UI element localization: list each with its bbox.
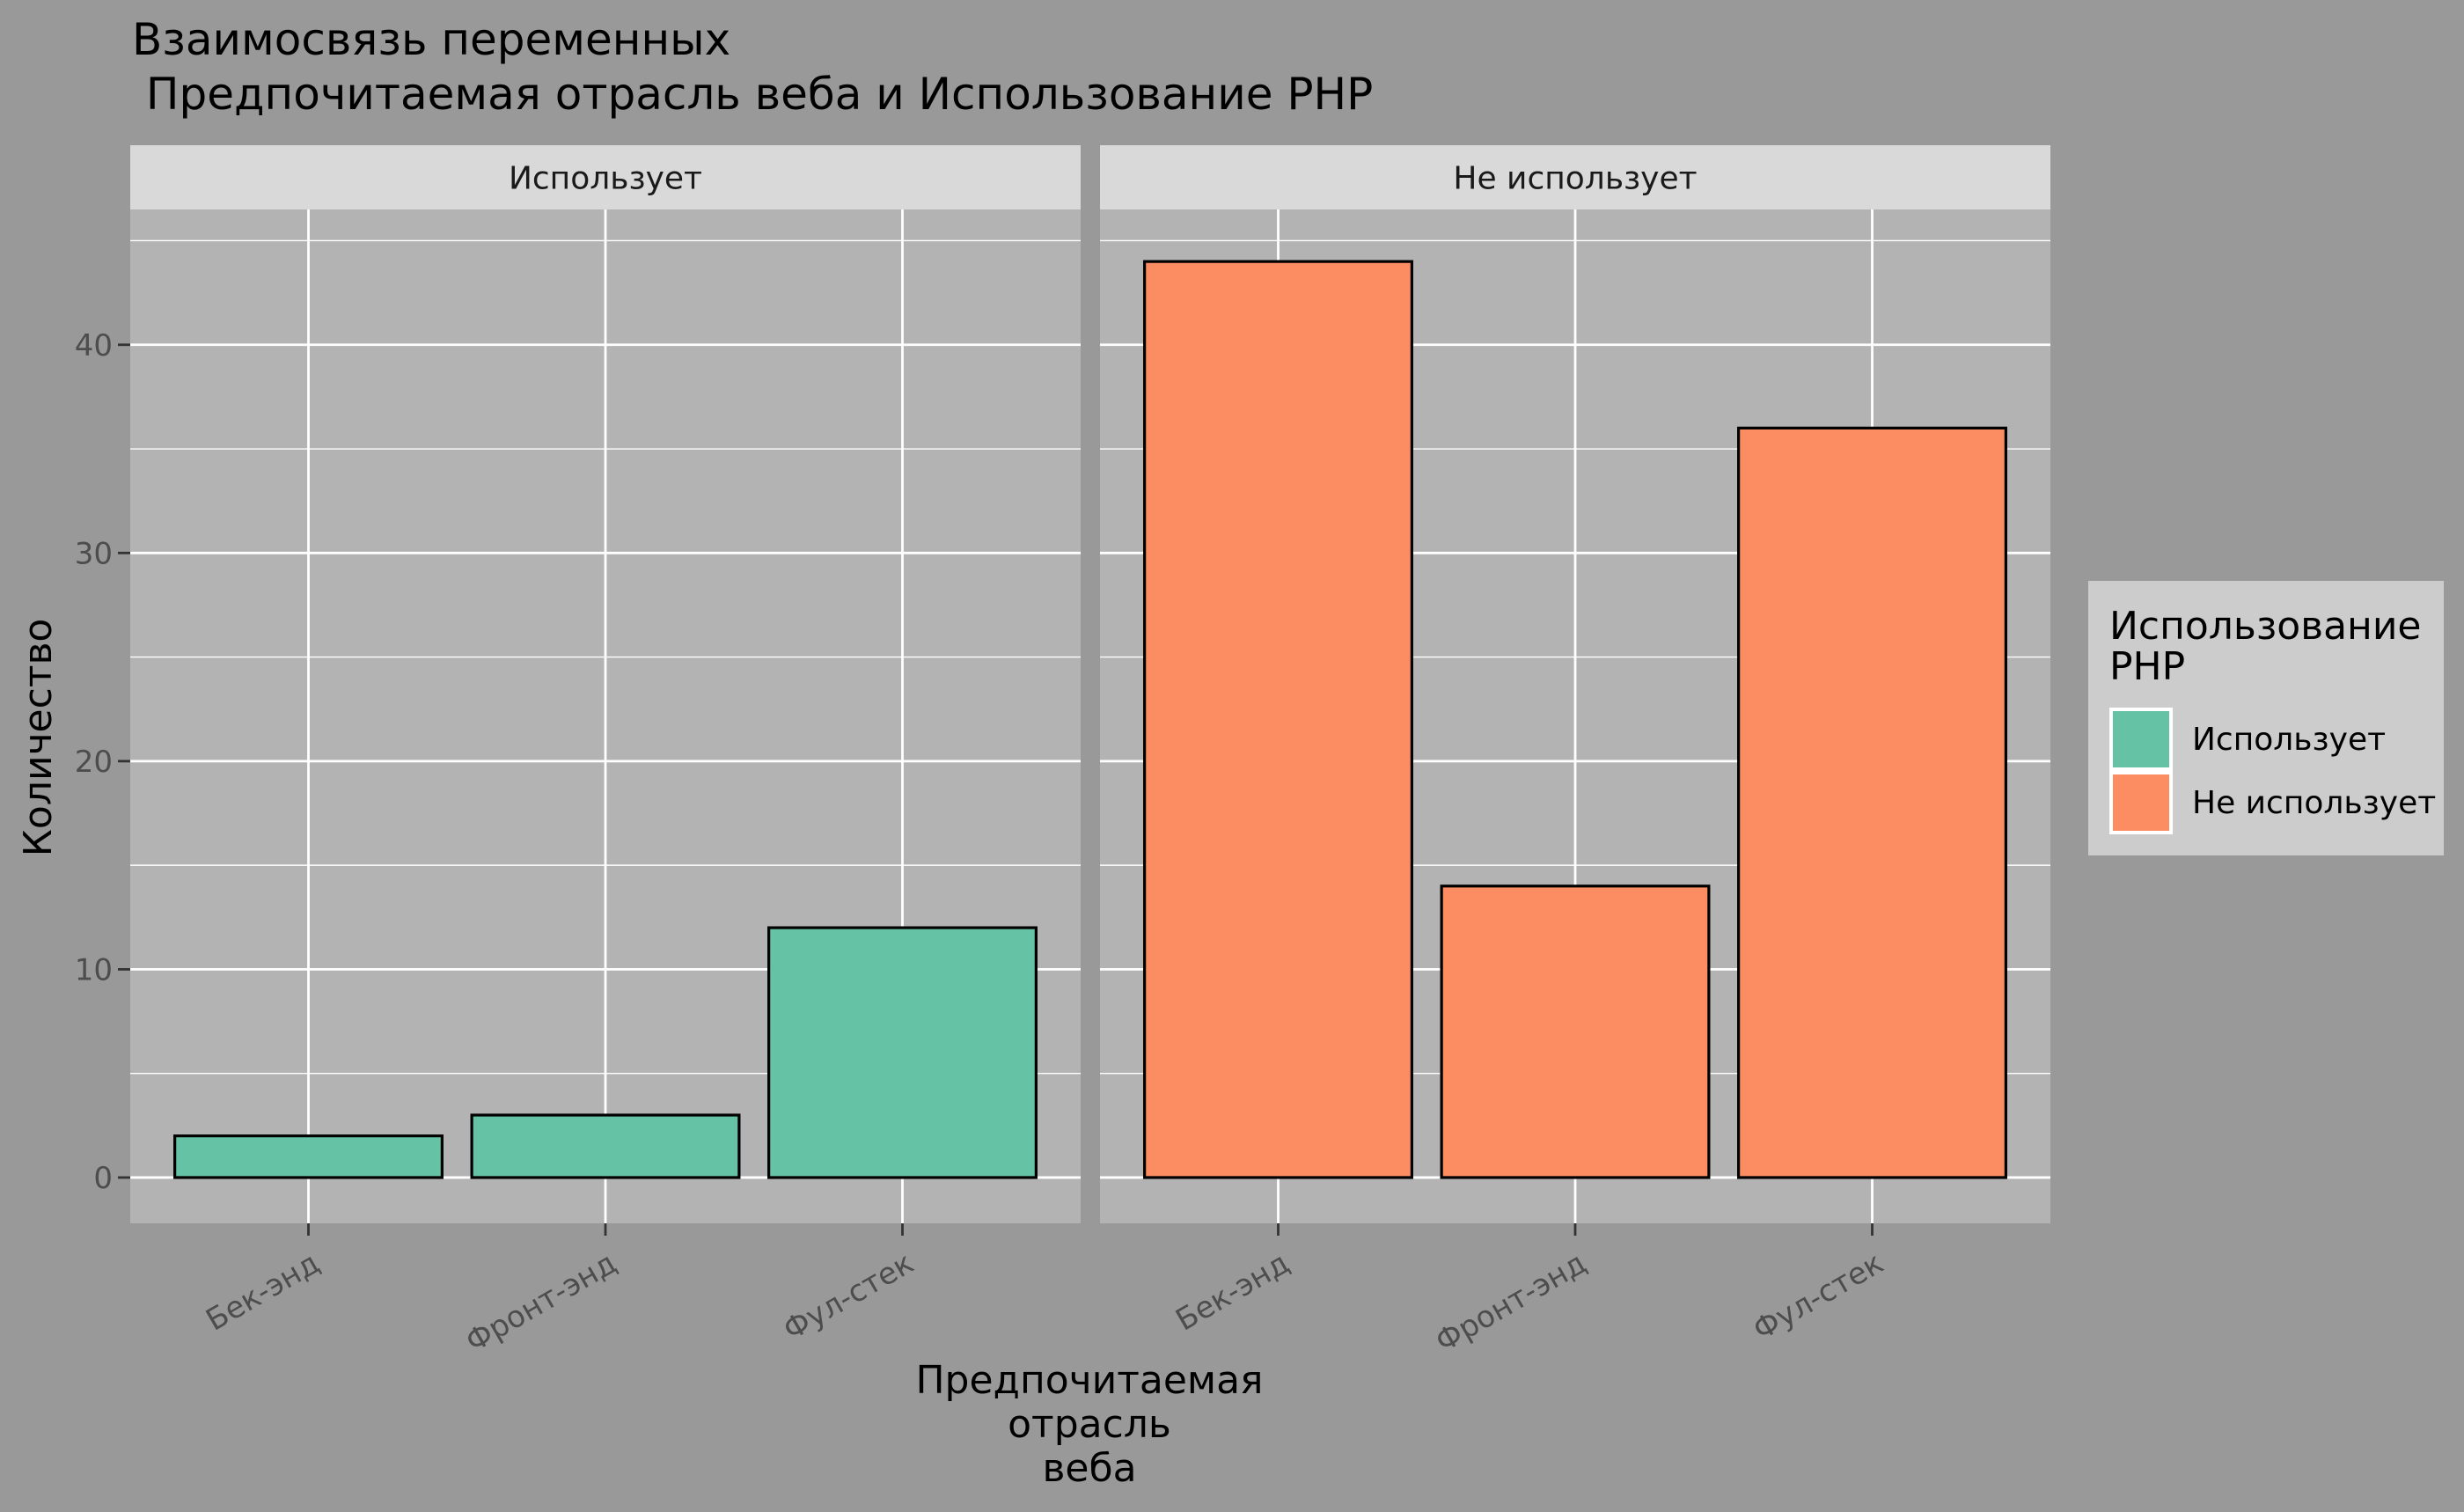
- x-tick-label: Бек-энд: [1170, 1245, 1295, 1338]
- y-axis: 0 10 20 30 40: [75, 328, 130, 1196]
- facet-strip-label: Использует: [509, 161, 702, 197]
- bar: [1737, 426, 2007, 1179]
- y-tick-label: 10: [75, 952, 113, 987]
- bar: [173, 1134, 444, 1179]
- x-tick-label: Бек-энд: [200, 1245, 326, 1338]
- facet-panel: Использует: [130, 145, 1081, 1223]
- bar: [1440, 884, 1711, 1179]
- y-tick-label: 20: [75, 745, 113, 780]
- facet-panels: Использует Не использует: [130, 145, 2050, 1223]
- legend-title-line: Использование: [2109, 604, 2422, 649]
- y-tick-label: 30: [75, 536, 113, 571]
- y-tick-label: 40: [75, 328, 113, 363]
- facet-panel: Не использует: [1100, 145, 2050, 1223]
- legend-title-line: PHP: [2109, 644, 2185, 689]
- legend-key-swatch: [2113, 774, 2169, 831]
- legend-label: Не использует: [2192, 785, 2436, 821]
- chart-title-line-1: Взаимосвязь переменных: [132, 14, 730, 65]
- facet-strip: [130, 145, 1081, 209]
- bar: [1143, 260, 1413, 1179]
- chart-title-line-2: Предпочитаемая отрасль веба и Использова…: [132, 69, 1373, 120]
- y-tick-label: 0: [93, 1161, 113, 1196]
- x-tick-label: Фул-стек: [1748, 1245, 1889, 1347]
- x-axis: Бек-энд Фронт-энд Фул-стек Бек-энд Фронт-энд…: [200, 1223, 1889, 1360]
- facet-strip: [1100, 145, 2050, 209]
- bar: [767, 926, 1038, 1179]
- facet-strip-label: Не использует: [1453, 161, 1697, 197]
- legend-label: Использует: [2192, 722, 2386, 758]
- y-axis-title: Количество: [16, 619, 61, 857]
- bar: [470, 1113, 741, 1179]
- x-axis-title-line: отрасль: [1008, 1402, 1171, 1447]
- legend-key-swatch: [2113, 711, 2169, 767]
- x-tick-label: Фронт-энд: [460, 1245, 623, 1360]
- x-axis-title-line: веба: [1042, 1446, 1136, 1491]
- x-tick-label: Фронт-энд: [1430, 1245, 1593, 1360]
- x-axis-title-line: Предпочитаемая: [915, 1358, 1263, 1403]
- x-tick-label: Фул-стек: [778, 1245, 920, 1347]
